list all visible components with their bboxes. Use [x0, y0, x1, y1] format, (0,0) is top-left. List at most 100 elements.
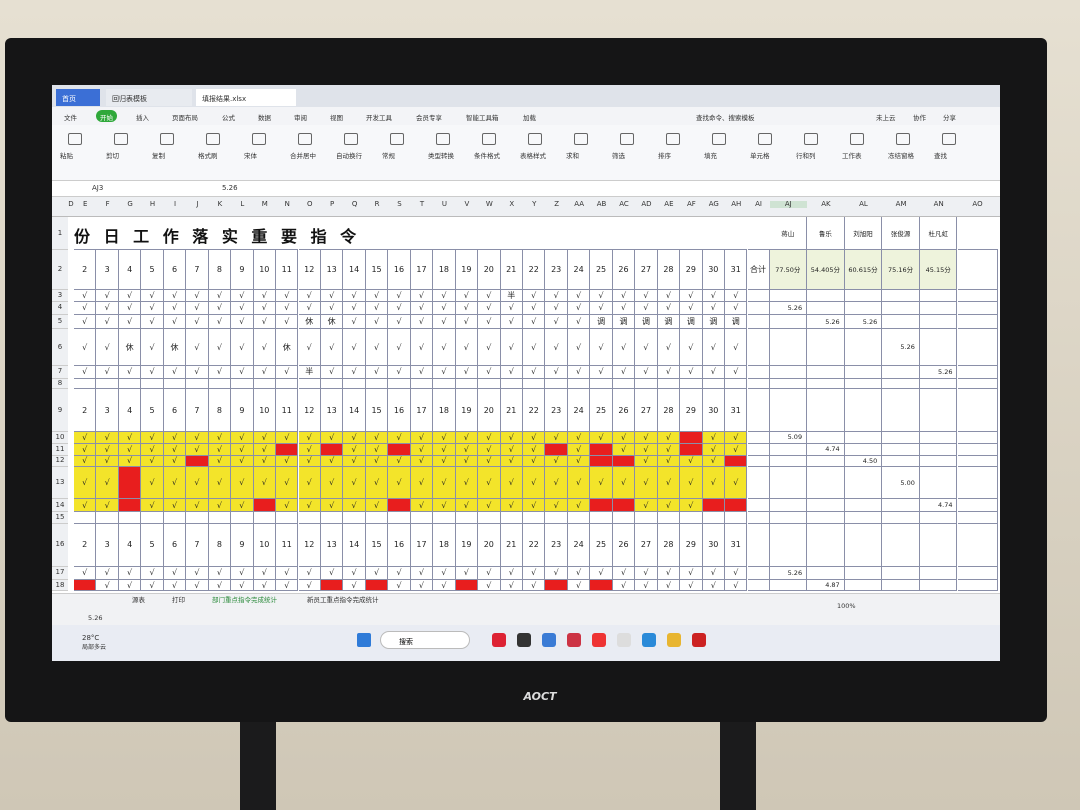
- cell: √: [141, 455, 164, 468]
- menu-item[interactable]: 智能工具箱: [466, 114, 499, 122]
- tab-bar: [52, 85, 1000, 107]
- tab[interactable]: 填报结果.xlsx: [196, 89, 296, 106]
- menu-item[interactable]: 开始: [96, 110, 117, 122]
- tab[interactable]: 回归表模板: [106, 89, 192, 106]
- cell: [807, 389, 845, 433]
- taskbar-icon[interactable]: [517, 633, 531, 647]
- cell: √: [320, 329, 344, 366]
- ribbon-label[interactable]: 表格样式: [520, 152, 546, 160]
- cell: √: [343, 301, 366, 316]
- ribbon-label[interactable]: 单元格: [750, 152, 770, 160]
- ribbon-label[interactable]: 工作表: [842, 152, 862, 160]
- cell: √: [96, 499, 119, 513]
- ribbon-label[interactable]: 填充: [704, 152, 717, 160]
- ribbon-label[interactable]: 宋体: [244, 152, 257, 160]
- taskbar-icon[interactable]: [692, 633, 706, 647]
- ribbon-label[interactable]: 类型转换: [428, 152, 454, 160]
- taskbar-icon[interactable]: [617, 633, 631, 647]
- cell: 31: [725, 524, 748, 567]
- cell: √: [231, 443, 254, 456]
- cell: [74, 217, 97, 251]
- sheet-tab[interactable]: 打印: [172, 596, 185, 604]
- cell: √: [590, 365, 613, 379]
- sheet-tab[interactable]: 新员工重点指令完成统计: [307, 596, 379, 604]
- menu-item[interactable]: 开发工具: [366, 114, 392, 122]
- cell: √: [702, 566, 726, 580]
- cell: [844, 289, 883, 302]
- menu-item[interactable]: 未上云: [876, 114, 896, 122]
- menu-item[interactable]: 审阅: [294, 114, 307, 122]
- cell: √: [500, 365, 523, 379]
- ribbon-label[interactable]: 筛选: [612, 152, 625, 160]
- cell: 刘旭阳: [844, 217, 883, 251]
- cell: 调: [725, 315, 748, 330]
- menu-item[interactable]: 分享: [943, 114, 956, 122]
- ribbon-label[interactable]: 条件格式: [474, 152, 500, 160]
- cell: [919, 512, 958, 525]
- tab[interactable]: 首页: [56, 89, 100, 106]
- menu-item[interactable]: 协作: [913, 114, 926, 122]
- ribbon-label[interactable]: 排序: [658, 152, 671, 160]
- ribbon-label[interactable]: 常规: [382, 152, 395, 160]
- taskbar-icon[interactable]: [667, 633, 681, 647]
- cell: √: [96, 455, 119, 468]
- menu-item[interactable]: 文件: [64, 114, 77, 122]
- ribbon-label[interactable]: 查找: [934, 152, 947, 160]
- cell: √: [118, 579, 142, 592]
- cell: √: [455, 566, 479, 580]
- cell: 22: [523, 389, 546, 433]
- cell: 休: [118, 329, 142, 366]
- cell: √: [545, 566, 568, 580]
- ribbon-label[interactable]: 复制: [152, 152, 165, 160]
- cell: [957, 499, 998, 513]
- cell: √: [186, 432, 209, 444]
- sheet-tab[interactable]: 源表: [132, 596, 145, 604]
- brand: AOCT: [523, 690, 557, 703]
- cell: √: [702, 301, 726, 316]
- taskbar-icon[interactable]: [492, 633, 506, 647]
- menu-item[interactable]: 会员专享: [416, 114, 442, 122]
- taskbar-icon[interactable]: [542, 633, 556, 647]
- menu-item[interactable]: 插入: [136, 114, 149, 122]
- cell: √: [74, 443, 97, 456]
- ribbon-label[interactable]: 求和: [566, 152, 579, 160]
- menu-item[interactable]: 视图: [330, 114, 343, 122]
- menu-item[interactable]: 公式: [222, 114, 235, 122]
- cell: 23: [545, 389, 568, 433]
- taskbar-icon[interactable]: [642, 633, 656, 647]
- menu-item[interactable]: 页面布局: [172, 114, 198, 122]
- cell: 19: [455, 250, 479, 290]
- menu-item[interactable]: 加载: [523, 114, 536, 122]
- ribbon-label[interactable]: 自动换行: [336, 152, 362, 160]
- taskbar-icon[interactable]: [592, 633, 606, 647]
- search-box[interactable]: 搜索: [380, 631, 470, 649]
- ribbon-label[interactable]: 合并居中: [290, 152, 316, 160]
- cell: √: [388, 467, 411, 500]
- start-button[interactable]: [357, 633, 371, 647]
- cell: √: [523, 432, 546, 444]
- cell: √: [298, 443, 321, 456]
- cell: √: [455, 467, 479, 500]
- menu-item[interactable]: 查找命令、搜索模板: [696, 114, 755, 122]
- ribbon-label[interactable]: 行和列: [796, 152, 816, 160]
- ribbon-icon: [114, 133, 128, 145]
- cell: [882, 301, 920, 316]
- taskbar-icon[interactable]: [567, 633, 581, 647]
- ribbon-label[interactable]: 格式刷: [198, 152, 218, 160]
- ribbon-label[interactable]: 冻结窗格: [888, 152, 914, 160]
- cell: √: [567, 289, 591, 302]
- cell: √: [186, 579, 209, 592]
- cell: 25: [590, 250, 613, 290]
- sheet-tab-bar: [52, 593, 1000, 611]
- ribbon-icon: [528, 133, 542, 145]
- cell: 14: [343, 389, 366, 433]
- cell: [769, 365, 808, 379]
- sheet-tab[interactable]: 部门重点指令完成统计: [212, 596, 277, 604]
- ribbon-label[interactable]: 剪切: [106, 152, 119, 160]
- cell: [298, 378, 321, 390]
- menu-item[interactable]: 数据: [258, 114, 271, 122]
- cell: [702, 512, 726, 525]
- cell: [957, 315, 998, 330]
- ribbon-label[interactable]: 粘贴: [60, 152, 73, 160]
- cell: 4.87: [807, 579, 845, 592]
